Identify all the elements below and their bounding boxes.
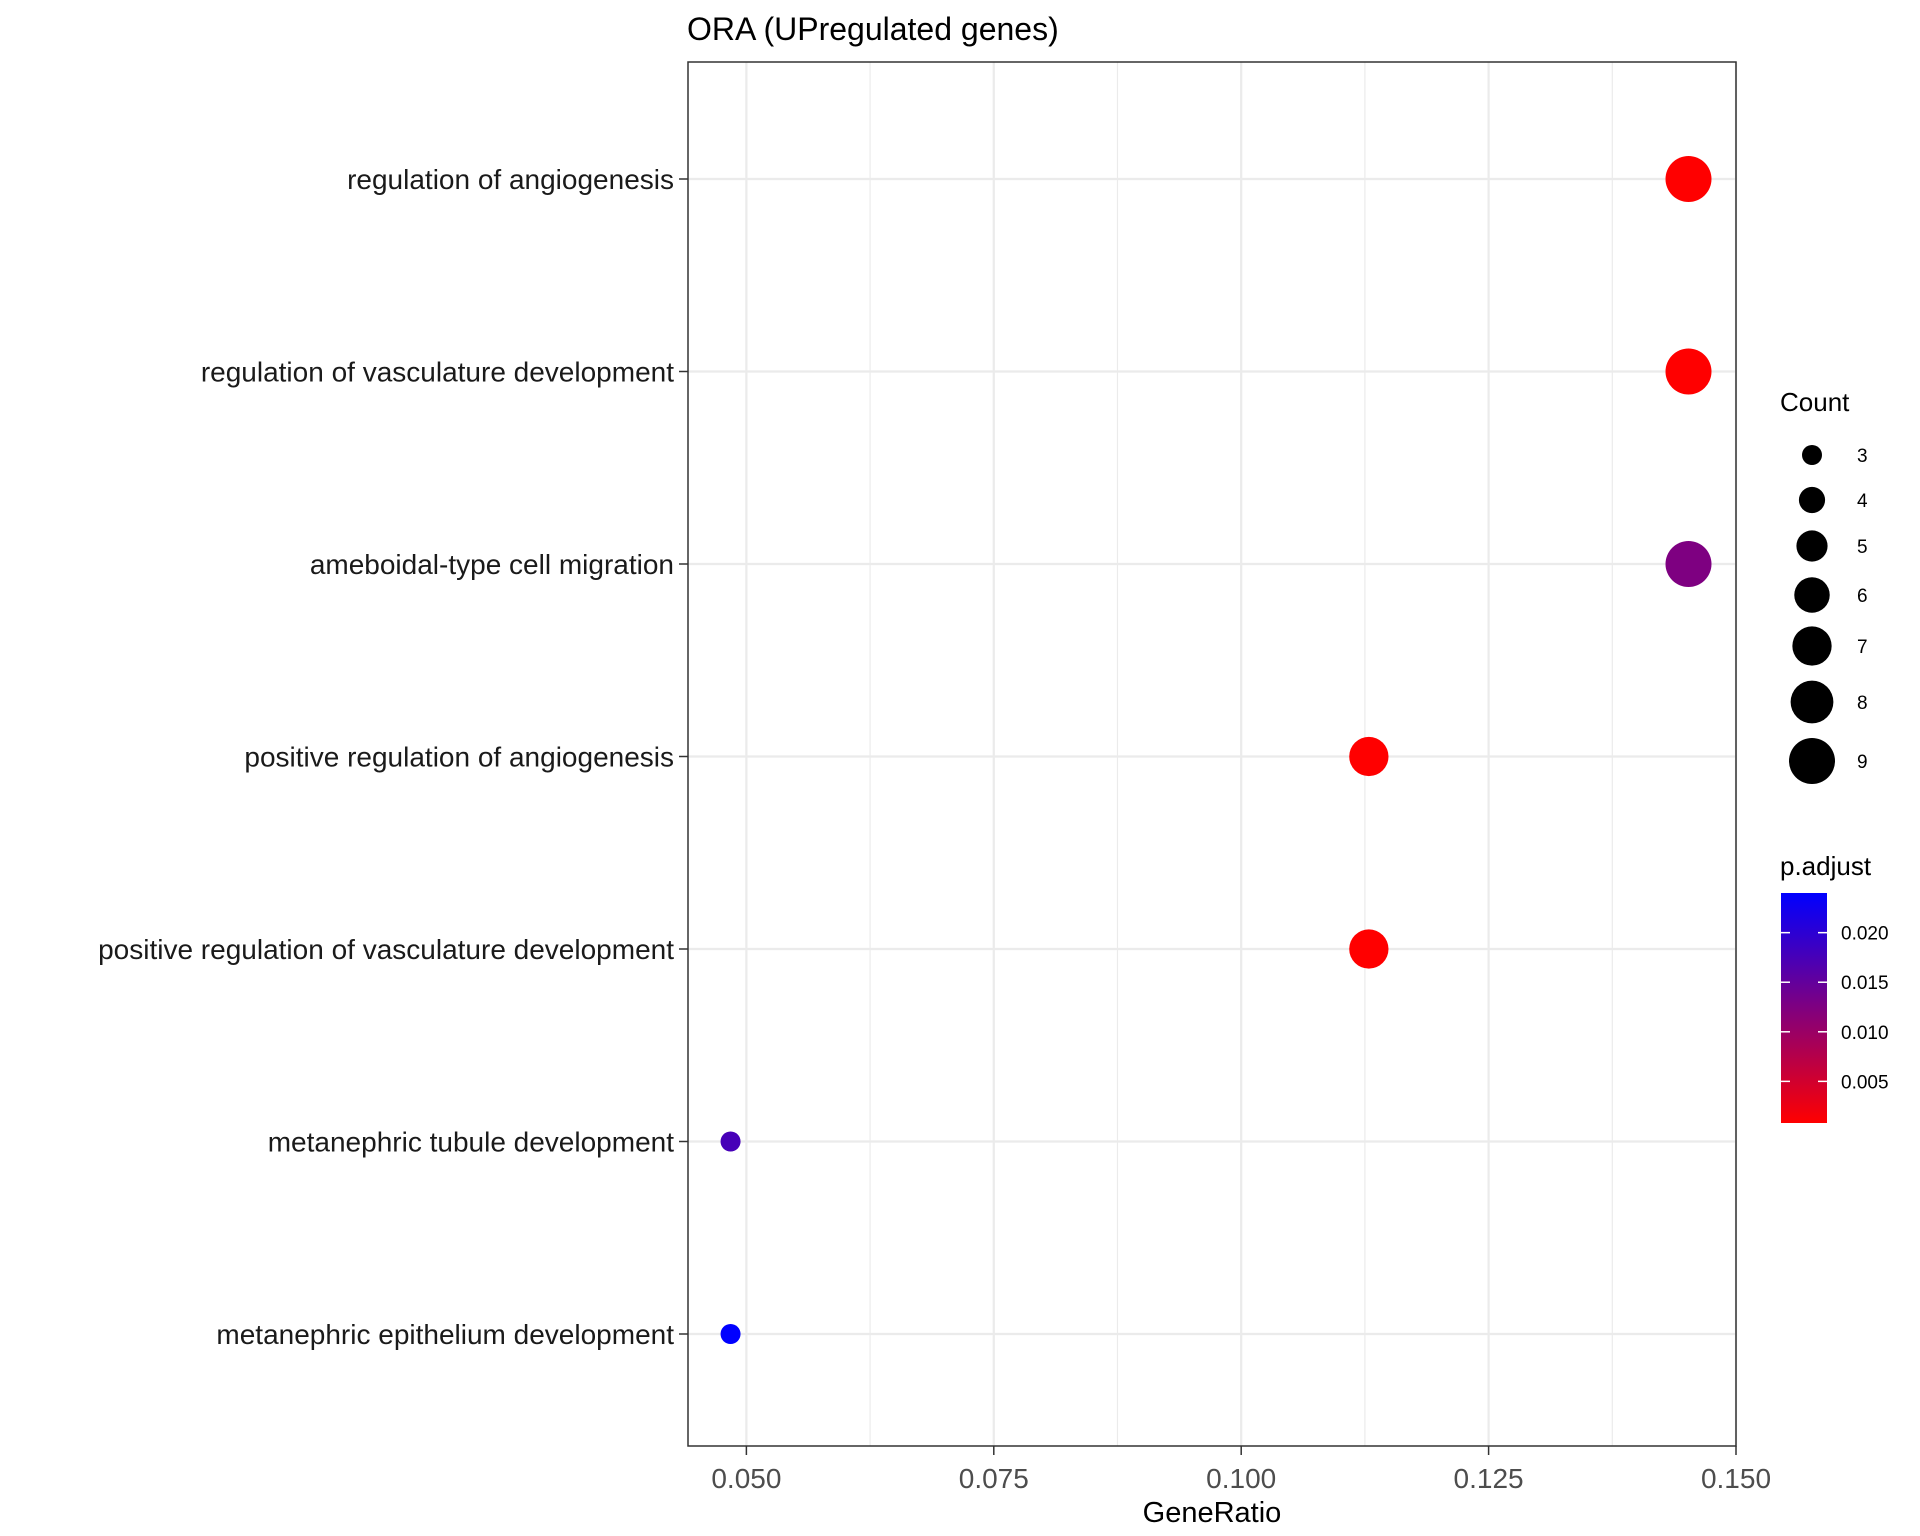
count-legend-key (1792, 626, 1832, 666)
p-adjust-legend: p.adjust 0.020 0.015 0.010 0.005 (1780, 851, 1889, 1123)
x-tick-label: 0.100 (1206, 1463, 1276, 1494)
major-gridlines (688, 62, 1738, 1446)
x-axis-title: GeneRatio (1143, 1497, 1282, 1529)
x-axis: 0.050 0.075 0.100 0.125 0.150 (711, 1446, 1771, 1494)
y-category-label: metanephric epithelium development (216, 1319, 674, 1350)
count-legend-label: 3 (1857, 446, 1868, 467)
data-point (1665, 156, 1712, 202)
count-legend-label: 8 (1857, 693, 1868, 714)
count-legend-label: 6 (1857, 586, 1868, 607)
y-axis: regulation of angiogenesis regulation of … (98, 164, 688, 1350)
y-category-label: positive regulation of angiogenesis (244, 742, 674, 773)
count-legend-key (1796, 530, 1828, 562)
count-legend-key (1802, 445, 1822, 465)
count-legend-label: 5 (1857, 537, 1868, 558)
colorbar-tick-label: 0.020 (1841, 924, 1889, 945)
chart-title: ORA (UPregulated genes) (687, 11, 1059, 47)
count-legend: Count 3 4 5 6 7 8 9 (1780, 387, 1868, 784)
x-tick-label: 0.075 (959, 1463, 1029, 1494)
count-legend-key (1790, 680, 1834, 724)
p-adjust-colorbar (1781, 893, 1827, 1123)
count-legend-label: 7 (1857, 637, 1868, 658)
p-adjust-ticks: 0.020 0.015 0.010 0.005 (1781, 924, 1889, 1093)
y-category-label: regulation of vasculature development (201, 357, 674, 388)
data-point (720, 1324, 741, 1344)
colorbar-tick-label: 0.005 (1841, 1072, 1889, 1093)
x-tick-label: 0.050 (711, 1463, 781, 1494)
count-legend-key (1789, 738, 1835, 784)
count-legend-key (1794, 577, 1830, 613)
data-point (1349, 736, 1389, 777)
p-adjust-legend-title: p.adjust (1780, 851, 1872, 881)
data-point (720, 1131, 741, 1152)
colorbar-tick-label: 0.015 (1841, 973, 1889, 994)
y-category-label: metanephric tubule development (268, 1127, 674, 1158)
data-point (1349, 929, 1389, 969)
y-category-label: regulation of angiogenesis (347, 164, 674, 195)
data-point (1665, 541, 1712, 587)
count-legend-items: 3 4 5 6 7 8 9 (1789, 445, 1868, 784)
x-tick-label: 0.150 (1701, 1463, 1771, 1494)
count-legend-title: Count (1780, 387, 1850, 417)
count-legend-label: 4 (1857, 491, 1868, 512)
data-points (720, 156, 1712, 1344)
count-legend-key (1798, 486, 1826, 514)
plot-panel-border (687, 61, 1737, 1447)
count-legend-label: 9 (1857, 752, 1868, 773)
y-category-label: ameboidal-type cell migration (310, 549, 674, 580)
data-point (1665, 348, 1712, 395)
colorbar-tick-label: 0.010 (1841, 1023, 1889, 1044)
x-tick-label: 0.125 (1454, 1463, 1524, 1494)
y-category-label: positive regulation of vasculature devel… (98, 934, 674, 965)
